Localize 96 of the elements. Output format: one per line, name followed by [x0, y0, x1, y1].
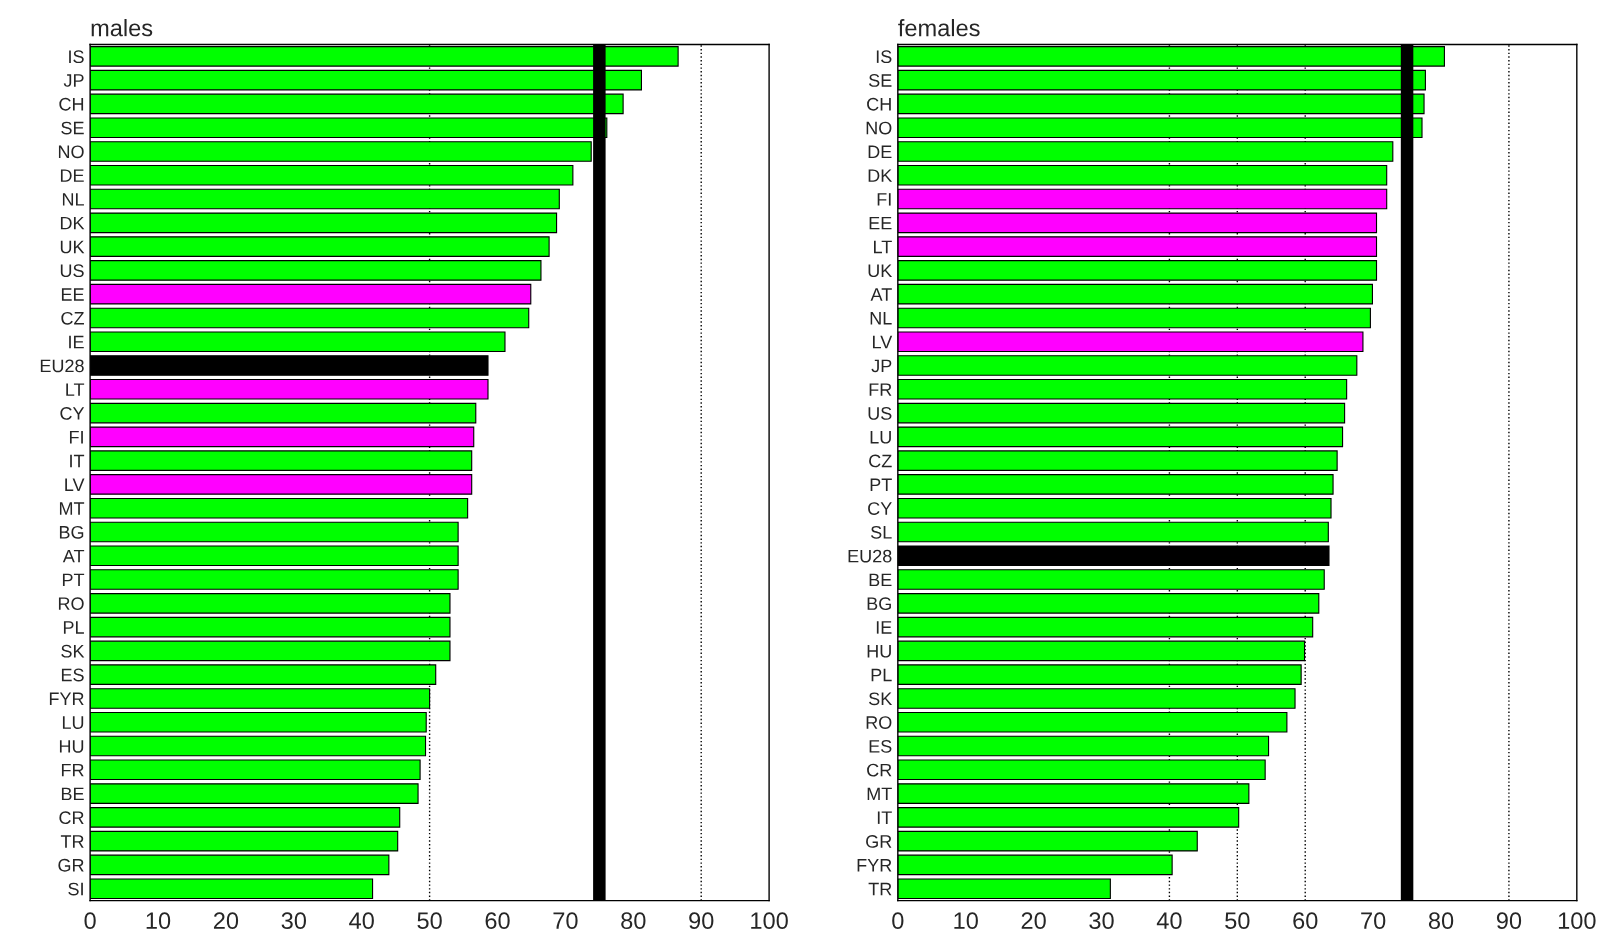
- x-tick-label: 80: [621, 912, 646, 930]
- chart-title: males: [91, 19, 153, 37]
- y-tick-label: HU: [867, 645, 891, 658]
- x-tick-label: 0: [892, 912, 904, 930]
- y-tick-label: NL: [62, 193, 84, 206]
- x-tick-label: 70: [1361, 912, 1386, 930]
- y-tick-label: DE: [60, 169, 84, 182]
- y-tick-label: UK: [60, 240, 85, 254]
- y-tick-label: SK: [869, 692, 893, 706]
- y-tick-label: US: [60, 264, 84, 278]
- x-tick-label: 30: [281, 912, 307, 930]
- x-tick-label: 0: [84, 912, 96, 930]
- y-tick-label: PT: [62, 573, 85, 587]
- x-tick-label: 20: [1021, 912, 1046, 930]
- x-tick-label: 60: [1293, 912, 1318, 930]
- x-tick-label: 100: [1558, 912, 1596, 930]
- x-tick-label: 70: [553, 912, 578, 930]
- y-tick-label: SE: [61, 121, 84, 135]
- y-tick-label: CH: [867, 97, 891, 111]
- x-tick-label: 80: [1428, 912, 1454, 930]
- y-tick-label: LT: [66, 383, 85, 396]
- y-tick-label: UK: [868, 264, 893, 278]
- x-tick-label: 40: [349, 912, 374, 930]
- y-tick-label: EE: [869, 216, 892, 230]
- x-tick-label: 10: [146, 912, 171, 930]
- y-tick-label: HU: [59, 740, 84, 753]
- x-tick-label: 60: [485, 912, 510, 930]
- y-tick-label: BE: [61, 787, 84, 801]
- y-tick-label: GR: [866, 835, 892, 848]
- y-tick-label: FYR: [857, 859, 892, 872]
- y-tick-label: PT: [870, 478, 892, 491]
- y-tick-label: CZ: [869, 454, 892, 468]
- y-tick-label: CZ: [61, 311, 84, 325]
- y-tick-label: LV: [65, 478, 85, 491]
- y-tick-label: TR: [60, 835, 84, 848]
- y-tick-label: ES: [869, 739, 892, 753]
- y-tick-label: CY: [60, 407, 85, 420]
- y-tick-label: SK: [61, 644, 85, 658]
- y-tick-label: EU28: [848, 549, 892, 563]
- y-tick-label: MT: [59, 502, 85, 515]
- y-tick-label: EU28: [40, 359, 84, 373]
- y-tick-label: FI: [69, 430, 83, 444]
- y-tick-label: SI: [68, 882, 83, 896]
- x-tick-label: 40: [1156, 912, 1182, 930]
- y-tick-label: IE: [876, 621, 892, 634]
- y-tick-label: FR: [869, 383, 892, 396]
- x-tick-label: 90: [1496, 912, 1522, 930]
- y-tick-label: AT: [870, 288, 892, 301]
- y-tick-label: IS: [69, 50, 84, 64]
- y-tick-label: LU: [870, 430, 891, 444]
- y-tick-label: JP: [871, 359, 892, 373]
- y-tick-label: CH: [59, 97, 84, 111]
- y-tick-label: SE: [869, 74, 892, 87]
- y-tick-label: EE: [61, 288, 84, 301]
- y-tick-label: DK: [60, 216, 85, 230]
- y-tick-label: DE: [868, 145, 892, 159]
- x-tick-label: 50: [1225, 912, 1250, 930]
- y-tick-label: BG: [59, 525, 84, 539]
- y-tick-label: PL: [871, 668, 892, 682]
- y-tick-label: DK: [868, 169, 893, 182]
- y-tick-label: FR: [61, 763, 84, 777]
- y-tick-label: ES: [61, 668, 84, 682]
- y-tick-label: MT: [867, 787, 892, 801]
- y-tick-label: SL: [871, 525, 892, 539]
- chart-title: females: [898, 19, 980, 37]
- x-tick-label: 100: [751, 912, 788, 930]
- x-tick-label: 30: [1089, 912, 1114, 930]
- y-tick-label: RO: [58, 597, 84, 611]
- y-tick-label: BE: [869, 573, 892, 587]
- y-tick-label: LU: [62, 716, 84, 729]
- y-tick-label: FYR: [49, 692, 84, 705]
- y-tick-label: PL: [63, 621, 84, 634]
- x-tick-label: 10: [954, 912, 978, 930]
- y-tick-label: IS: [876, 50, 892, 64]
- x-tick-label: 90: [689, 912, 714, 930]
- y-tick-label: NO: [58, 145, 84, 159]
- x-tick-label: 50: [417, 912, 442, 930]
- y-tick-label: FI: [877, 193, 891, 206]
- y-tick-label: GR: [58, 858, 84, 872]
- y-tick-label: NL: [870, 312, 892, 325]
- y-tick-label: JP: [63, 74, 84, 87]
- x-tick-label: 20: [213, 912, 239, 930]
- y-tick-label: AT: [62, 549, 85, 563]
- y-tick-label: IT: [70, 454, 85, 468]
- y-tick-label: IE: [69, 335, 84, 349]
- y-tick-label: US: [868, 407, 892, 420]
- y-tick-label: TR: [868, 882, 892, 896]
- y-tick-label: RO: [866, 716, 892, 729]
- y-tick-label: LT: [874, 240, 892, 254]
- y-tick-label: LV: [872, 335, 893, 349]
- y-tick-label: BG: [867, 597, 891, 611]
- y-tick-label: NO: [866, 121, 892, 135]
- y-tick-label: CR: [59, 811, 84, 825]
- y-tick-label: IT: [877, 811, 892, 824]
- y-tick-label: CR: [867, 763, 892, 777]
- y-tick-label: CY: [868, 502, 892, 515]
